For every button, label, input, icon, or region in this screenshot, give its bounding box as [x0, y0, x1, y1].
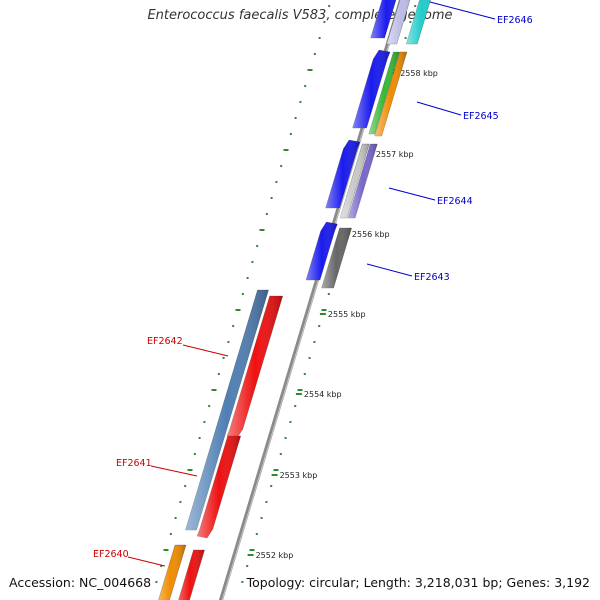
feature-lavender-shade: [386, 0, 410, 44]
gene-leader-line: [388, 187, 436, 201]
gene-label-ef2640: EF2640: [93, 549, 129, 560]
genome-summary-text: Topology: circular; Length: 3,218,031 bp…: [246, 575, 590, 590]
gene-label-ef2641: EF2641: [116, 458, 152, 469]
gene-label-ef2642: EF2642: [147, 336, 183, 347]
feature-cyan-shade: [406, 0, 431, 44]
scale-label: 2552 kbp: [256, 551, 294, 560]
scale-label: 2556 kbp: [352, 230, 390, 239]
scale-label: 2555 kbp: [328, 310, 366, 319]
cds-reverse-arrow-shade: [227, 296, 283, 438]
gene-leader-line: [150, 465, 198, 477]
cds-reverse-arrow-shade: [197, 436, 241, 538]
scale-label: 2557 kbp: [376, 150, 414, 159]
feature-purple-shade: [348, 144, 378, 218]
feature-green-shade: [368, 52, 400, 134]
cds-forward-arrow-shade: [352, 50, 390, 128]
feature-dark-gray-shade: [321, 228, 352, 288]
scale-label: 2558 kbp: [400, 69, 438, 78]
cds-forward-arrow-shade: [370, 0, 396, 38]
feature-orange-shade: [374, 52, 407, 136]
gene-leader-line: [182, 344, 229, 357]
gene-label-ef2645: EF2645: [463, 111, 499, 122]
gene-label-ef2643: EF2643: [414, 272, 450, 283]
feature-orange-shade: [158, 545, 186, 600]
gene-label-ef2644: EF2644: [437, 196, 473, 207]
genome-backbone-highlight: [221, 0, 403, 600]
gene-label-ef2646: EF2646: [497, 15, 533, 26]
scale-label: 2553 kbp: [280, 471, 318, 480]
cds-reverse-arrow-shade: [178, 550, 205, 600]
scale-label: 2554 kbp: [304, 390, 342, 399]
gene-leader-line: [127, 556, 166, 567]
feature-blue-gray-shade: [185, 290, 269, 530]
gene-leader-line: [366, 263, 413, 277]
cds-forward-arrow-shade: [306, 222, 338, 280]
accession-text: Accession: NC_004668: [9, 575, 152, 590]
gene-leader-line: [429, 1, 496, 20]
gene-leader-line: [416, 101, 462, 116]
cds-forward-arrow-shade: [325, 140, 360, 208]
feature-light-gray-shade: [340, 144, 370, 218]
